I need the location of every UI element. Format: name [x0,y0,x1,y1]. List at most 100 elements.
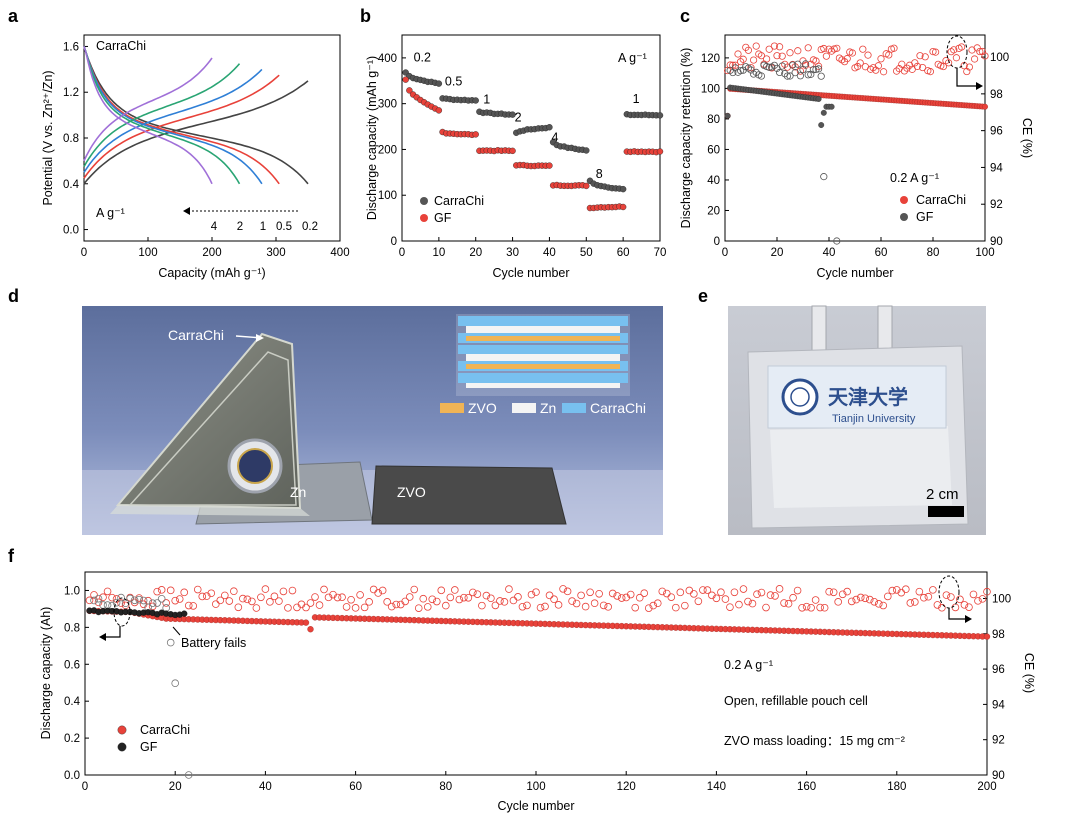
ce-point-CarraChi [216,596,225,605]
y-tick-label: 120 [701,53,720,65]
ce-point-CarraChi [931,48,940,56]
chart-c-ylabel: Discharge capacity retention (%) [679,48,693,229]
x-tick-label: 40 [823,247,836,259]
ce-point-CarraChi [365,598,373,606]
ce-point-CarraChi [811,596,820,604]
ce-point-CarraChi [207,589,216,598]
x-tick-label: 50 [580,247,593,259]
photo-d-layer-zvo-1 [466,336,620,341]
ce-point-CarraChi [595,589,603,598]
ce-point-GF [814,65,823,73]
capacity-point-CarraChi [302,619,310,626]
chart-f-points [85,585,991,779]
ce-point-CarraChi [879,68,888,76]
y-right-tick-label: 92 [992,735,1005,747]
ce-point-CarraChi [892,586,901,594]
ce-point-CarraChi [744,597,752,606]
ce-point-CarraChi [171,596,180,605]
ce-point-GF [783,72,792,80]
chart-f-ticks: 0 20 40 60 80 100 120 140 160 180 200 0.0 0.2 0.4 0.6 0… [64,585,1011,793]
discharge-curve-1 [83,46,263,185]
x-tick-label: 0 [399,247,405,259]
chart-a-xlabel: Capacity (mAh g⁻¹) [158,266,265,280]
ce-point-CarraChi [117,599,125,607]
legend-marker-GF [117,742,127,752]
ce-point-CarraChi [90,591,98,599]
photo-d-stack-edge [128,351,297,506]
y-tick-label: 0.2 [64,733,80,745]
ce-point-CarraChi [834,598,842,606]
ce-point-CarraChi [965,603,973,611]
ce-point-GF [817,72,825,80]
ce-point-CarraChi [730,588,739,597]
ce-point-CarraChi [888,586,897,595]
photo-e-pouch-shine [770,426,952,508]
ce-point-GF [765,63,773,71]
photo-d-label-arrowhead [256,334,264,342]
ce-point-CarraChi [446,593,455,602]
y-right-tick-label: 90 [990,236,1003,248]
point-GF [619,203,627,211]
chart-a-ylabel: Potential (V vs. Zn²⁺/Zn) [41,70,55,205]
chart-c-ylabel-right: CE (%) [1020,118,1034,158]
ce-point-CarraChi [885,51,893,59]
photo-d-film-base [110,505,310,516]
ce-point-CarraChi [221,591,229,600]
rate-label: 0.2 [414,51,431,65]
retention-point-GF [820,109,827,116]
x-tick-label: 200 [202,247,221,259]
ce-point-CarraChi [563,587,572,596]
chart-f-left-ellipse [113,597,131,627]
x-tick-label: 60 [617,247,630,259]
chart-f-right-ellipse [938,575,960,609]
ce-point-CarraChi [559,585,567,593]
ce-point-CarraChi [906,599,915,607]
ce-point-CarraChi [852,595,861,604]
rate-label: 0.5 [445,74,462,88]
ce-point-CarraChi [351,604,360,612]
ce-point-CarraChi [694,597,703,606]
ce-point-CarraChi [202,592,211,600]
ce-point-CarraChi [230,587,238,596]
x-tick-label: 200 [977,781,996,793]
ce-point-CarraChi [676,588,685,597]
y-right-tick-label: 94 [992,699,1005,711]
ce-point-CarraChi [918,63,927,72]
panel-letter-d: d [8,286,19,306]
y-right-tick-label: 98 [990,89,1003,101]
ce-point-GF [162,604,170,612]
ce-point-GF [820,173,828,181]
chart-f-left-arrow [104,626,121,638]
panel-letter-c: c [680,6,690,26]
photo-d: ZVO Zn CarraChi CarraChi Zn ZVO [82,306,663,535]
y-right-tick-label: 100 [990,52,1009,64]
ce-point-CarraChi [685,586,694,595]
ce-point-CarraChi [333,593,342,602]
ce-point-CarraChi [369,585,378,594]
chart-f-loading-label: ZVO mass loading：15 mg cm⁻² [724,734,905,748]
ce-point-CarraChi [153,587,161,596]
chart-b-unit-label: A g⁻¹ [618,51,647,65]
x-tick-label: 60 [875,247,888,259]
chart-b: 0 10 20 30 40 50 60 70 0 100 200 300 400 0.2 0.5 1 2 4 8 1… [365,34,666,280]
ce-point-CarraChi [749,56,758,64]
x-tick-label: 60 [349,781,362,793]
capacity-point-CarraChi [307,626,314,633]
y-tick-label: 400 [378,53,397,65]
ce-point-CarraChi [631,603,640,612]
y-tick-label: 0 [714,236,720,248]
ce-point-CarraChi [913,62,922,70]
y-tick-label: 40 [707,175,720,187]
rate-label: 8 [596,167,603,181]
ce-point-CarraChi [802,602,811,611]
ce-point-CarraChi [970,55,979,63]
chart-b-points [402,69,664,212]
y-right-tick-label: 98 [992,629,1005,641]
retention-point-GF [828,103,835,110]
photo-d-layer-carrachi-5 [458,373,628,383]
ce-point-CarraChi [942,57,950,65]
ce-point-CarraChi [590,599,599,608]
retention-point-GF [815,96,822,102]
ce-point-CarraChi [778,52,786,60]
rate-label: 2 [237,221,243,233]
